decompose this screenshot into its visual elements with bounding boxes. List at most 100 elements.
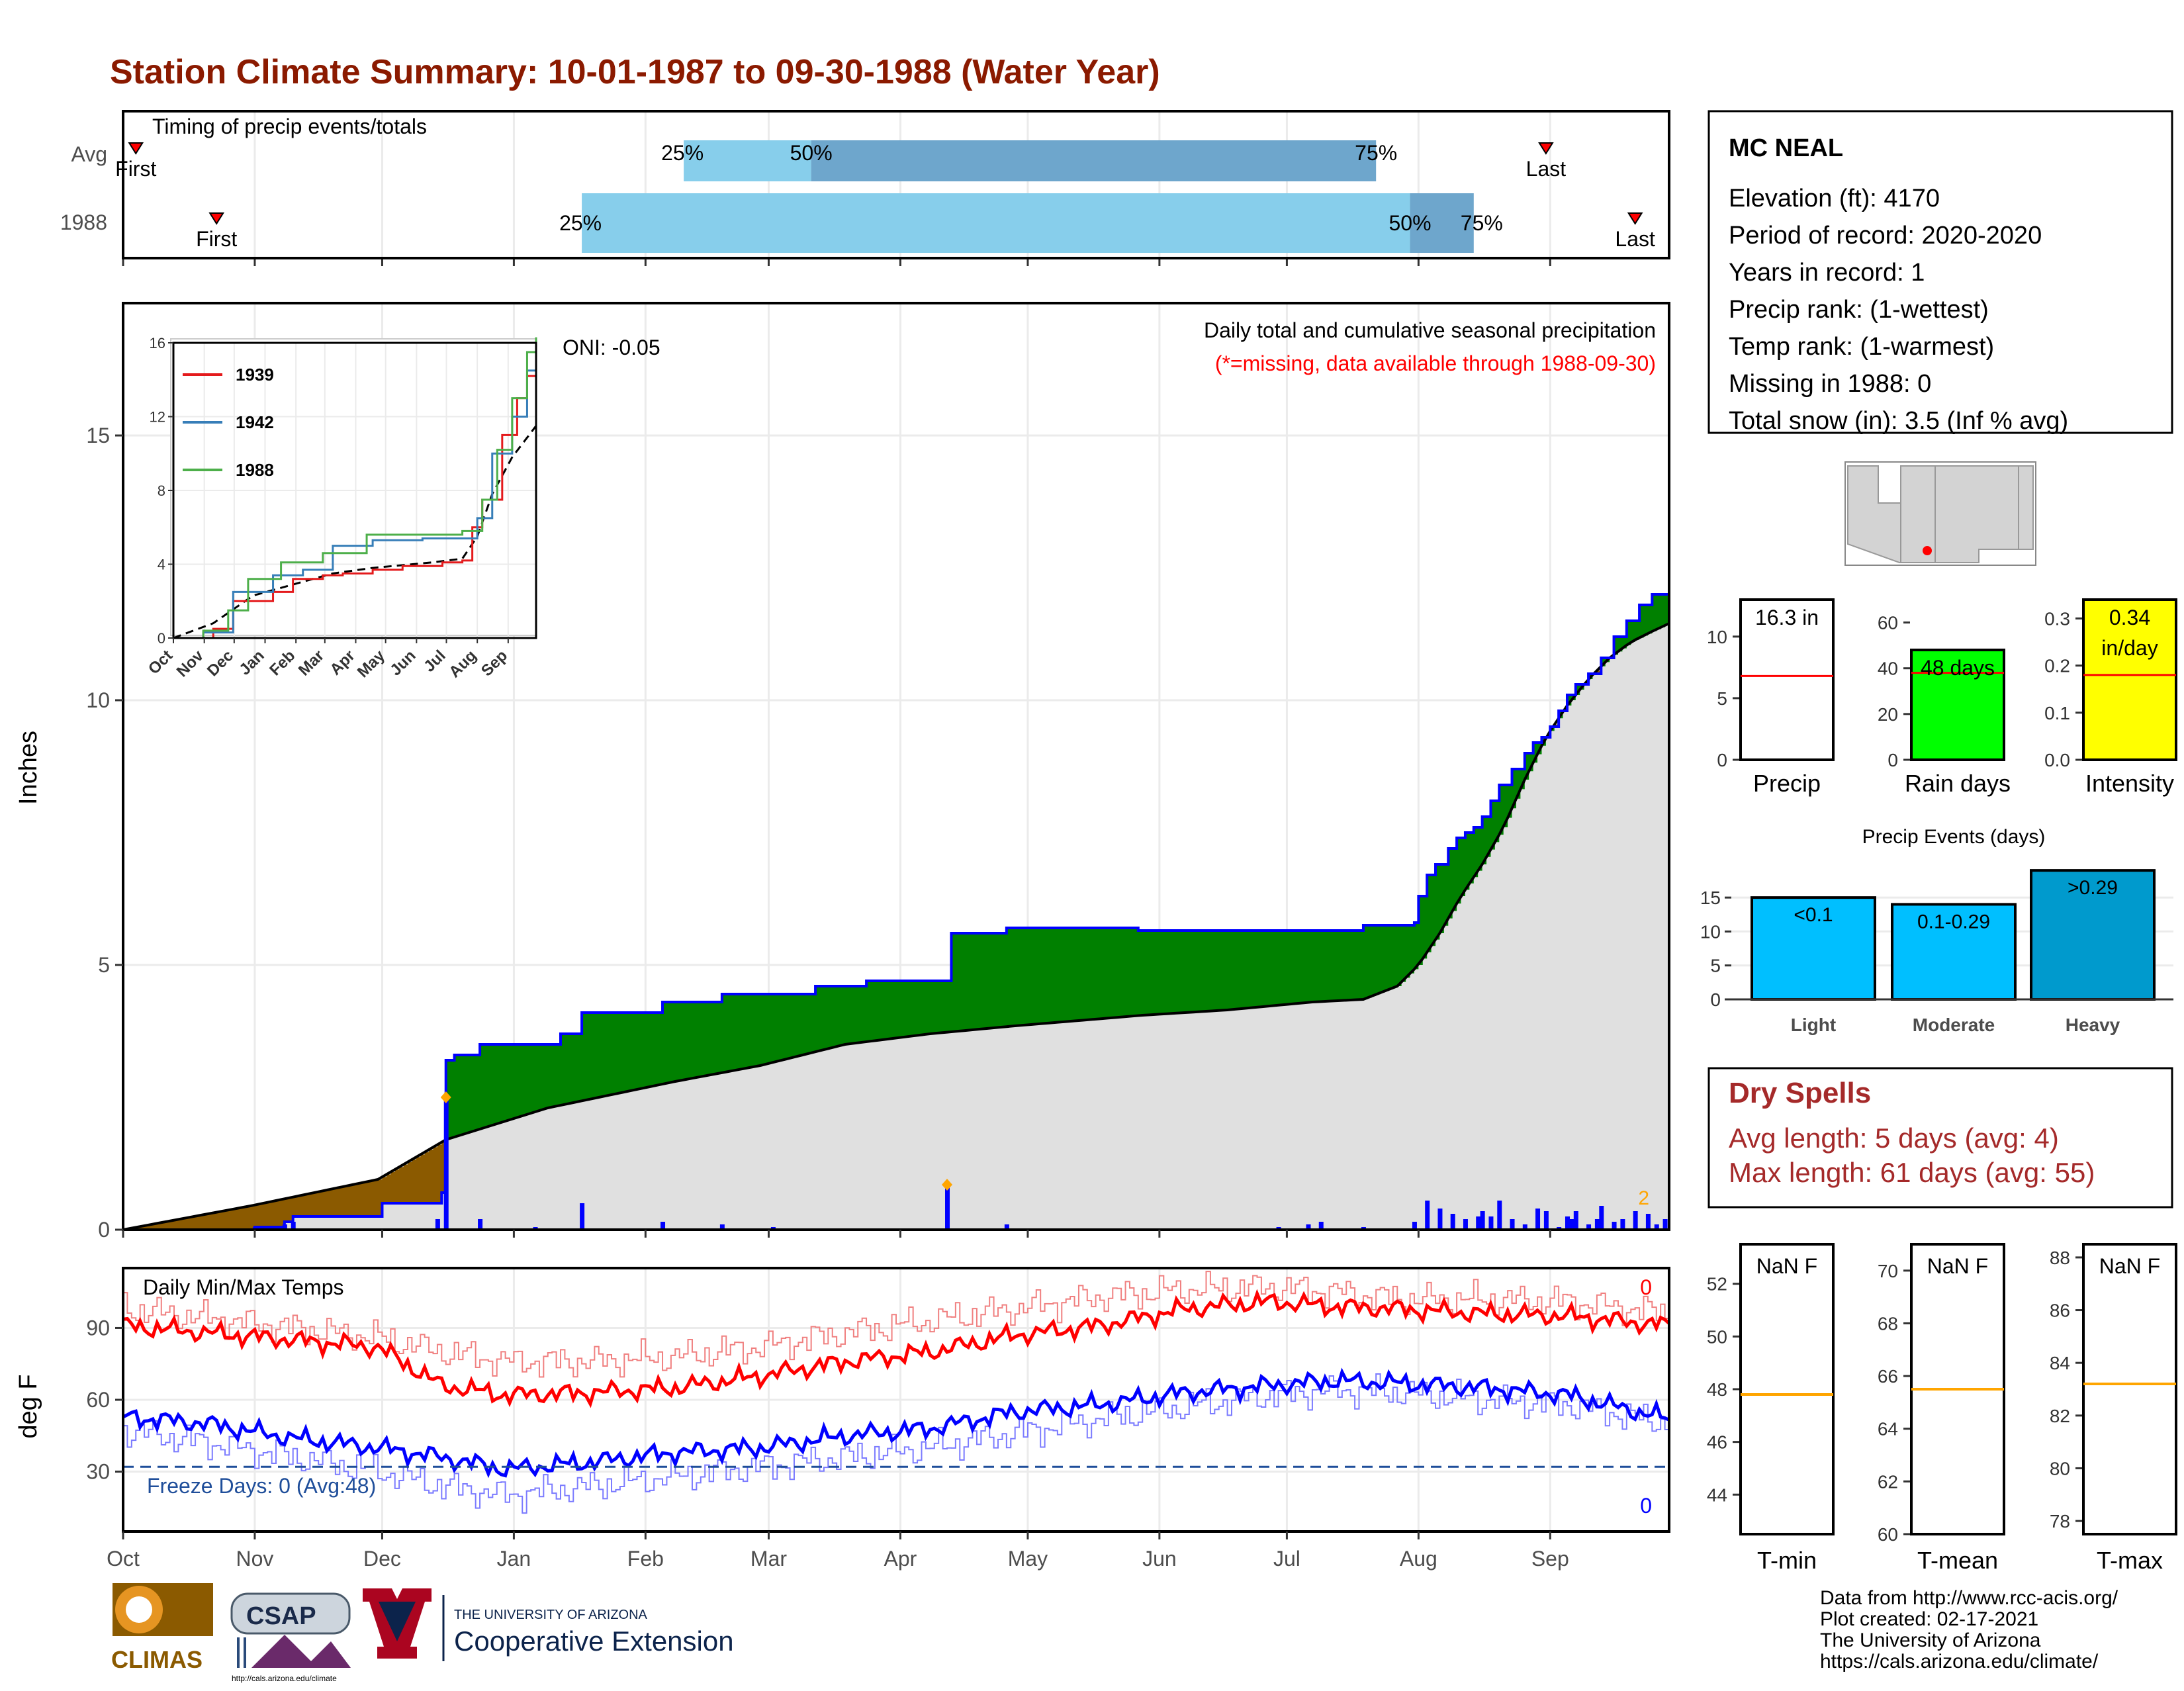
dry-spells-title: Dry Spells <box>1729 1077 1871 1109</box>
temp-label-2: T-max <box>2097 1547 2163 1574</box>
summary-y-tick-label: 0 <box>1888 750 1898 770</box>
climas-logo-text: CLIMAS <box>111 1646 203 1673</box>
daily-precip-bar <box>1620 1219 1625 1230</box>
timing-last-marker <box>1627 212 1643 225</box>
summary-y-tick-label: 5 <box>1717 688 1727 709</box>
events-bar-2 <box>2030 869 2156 1001</box>
daily-precip-bar <box>435 1219 440 1230</box>
timing-last-label: Last <box>1615 227 1655 251</box>
precip-y-tick-label: 15 <box>86 424 110 447</box>
summary-value-label-2: 0.34 <box>2109 606 2150 629</box>
inset-series-1988 <box>173 337 537 639</box>
temp-y-tick-label: 50 <box>1707 1326 1727 1347</box>
inset-y-tick-label: 8 <box>158 482 165 499</box>
timing-first-marker <box>128 142 144 155</box>
timing-p50-label: 50% <box>790 141 833 165</box>
daily-precip-bar <box>719 1224 725 1230</box>
temp-y-tick-label: 52 <box>1707 1274 1727 1295</box>
dry-max-length: Max length: 61 days (avg: 55) <box>1729 1157 2095 1188</box>
temp-y-tick-label: 88 <box>2050 1248 2070 1268</box>
daily-precip-bar <box>1569 1219 1574 1230</box>
temp-y-tick-label: 68 <box>1878 1313 1898 1334</box>
events-y-tick-label: 10 <box>1700 921 1721 942</box>
timing-bar-q2-yr <box>1410 193 1474 253</box>
credits: Data from http://www.rcc-acis.org/Plot c… <box>1820 1587 2118 1672</box>
timing-p75-label: 75% <box>1461 211 1503 235</box>
daily-precip-bar <box>1612 1222 1617 1230</box>
daily-precip-bar <box>1497 1201 1502 1230</box>
timing-bar-q2-avg <box>811 140 1377 181</box>
summary-y-tick-label: 60 <box>1878 613 1898 633</box>
summary-y-tick-label: 0.3 <box>2044 608 2070 629</box>
summary-y-tick-label: 0.1 <box>2044 703 2070 723</box>
station-info-line: Period of record: 2020-2020 <box>1729 222 2042 250</box>
month-tick-label: Dec <box>363 1547 401 1571</box>
temp-y-tick-label: 62 <box>1878 1471 1898 1492</box>
tmax-year-line <box>122 1289 1670 1408</box>
daily-precip-bar <box>1306 1224 1311 1230</box>
month-tick-label: Apr <box>884 1547 917 1571</box>
daily-precip-bar <box>1565 1216 1570 1230</box>
year-cumulative-line <box>123 578 1670 1231</box>
temp-value-0: NaN F <box>1756 1254 1817 1278</box>
temp-value-2: NaN F <box>2099 1254 2160 1278</box>
temp-y-tick-label: 46 <box>1707 1432 1727 1453</box>
temp-y-tick-label: 64 <box>1878 1419 1898 1440</box>
timing-first-marker <box>208 212 224 225</box>
events-category-2: Heavy <box>2066 1015 2120 1035</box>
precip-y-label: Inches <box>15 731 42 805</box>
temp-y-tick-label: 80 <box>2050 1458 2070 1479</box>
temp-summary-boxes: NaN F 44 46 48 50 52 T-min NaN F 60 62 64 66 68 70 T-m… <box>1707 1243 2177 1574</box>
credit-line: https://cals.arizona.edu/climate/ <box>1820 1651 2099 1672</box>
inset-y-tick-label: 4 <box>158 557 165 573</box>
month-tick-label: Feb <box>627 1547 664 1571</box>
summary-y-tick-label: 0.0 <box>2044 750 2070 770</box>
timing-row-avg: Avg <box>71 142 107 166</box>
inset-y-tick-label: 0 <box>158 630 165 647</box>
temp-y-tick-label: 82 <box>2050 1406 2070 1426</box>
station-info-line: Total snow (in): 3.5 (Inf % avg) <box>1729 407 2068 435</box>
month-tick-label: May <box>1008 1547 1048 1571</box>
locator-map <box>1844 461 2036 566</box>
credit-line: Plot created: 02-17-2021 <box>1820 1608 2038 1630</box>
daily-precip-bar <box>443 1097 449 1230</box>
summary-bars: 16.3 in 0 5 10 Precip 48 days 0 20 40 60 Rain days… <box>1707 598 2177 797</box>
timing-last-label: Last <box>1526 157 1567 181</box>
events-category-0: Light <box>1791 1015 1836 1035</box>
summary-y-tick-label: 10 <box>1707 627 1727 647</box>
csap-logo-text: CSAP <box>246 1602 316 1630</box>
daily-precip-bar <box>1425 1201 1430 1230</box>
station-info-line: Temp rank: (1-warmest) <box>1729 333 1994 361</box>
precip-frame <box>122 302 1670 1231</box>
temps-title: Daily Min/Max Temps <box>143 1275 343 1299</box>
inset-legend-label-1988: 1988 <box>236 460 274 480</box>
month-tick-label: Jan <box>497 1547 531 1571</box>
timing-p50-label: 50% <box>1389 211 1432 235</box>
summary-value-label-1: 48 days <box>1921 656 1995 680</box>
daily-precip-bar <box>1318 1222 1324 1230</box>
timing-first-label: First <box>196 227 237 251</box>
daily-precip-bar <box>1450 1214 1455 1230</box>
climas-logo: CLIMAS <box>111 1583 213 1673</box>
temp-value-1: NaN F <box>1927 1254 1988 1278</box>
precip-label-main: Daily total and cumulative seasonal prec… <box>1204 318 1656 342</box>
station-info-line: Precip rank: (1-wettest) <box>1729 296 1989 324</box>
events-y-tick-label: 15 <box>1700 888 1721 908</box>
precip-events-chart: Precip Events (days) <0.1 Light 0.1-0.29 Mo… <box>1700 826 2173 1035</box>
inset-legend-label-1942: 1942 <box>236 412 274 432</box>
daily-precip-bar <box>1488 1216 1494 1230</box>
temp-y-tick-label: 66 <box>1878 1366 1898 1387</box>
tmin-year-line <box>122 1367 1670 1479</box>
station-info-line: Missing in 1988: 0 <box>1729 370 1931 398</box>
inset-legend-label-1939: 1939 <box>236 365 274 385</box>
temps-panel: 30 60 90 deg F Daily Min/Max Temps Freeze … <box>15 1267 1670 1571</box>
daily-precip-bar <box>1510 1219 1515 1230</box>
avg-cumulative-line <box>122 622 1670 1231</box>
timing-bar-q1-avg <box>684 140 811 181</box>
daily-precip-bar <box>1543 1211 1549 1230</box>
precip-y-tick-label: 5 <box>98 953 110 977</box>
summary-bar-0 <box>1739 598 1835 761</box>
precip-y-tick-label: 10 <box>86 688 110 712</box>
daily-precip-bar <box>1633 1211 1638 1230</box>
summary-y-tick-label: 40 <box>1878 659 1898 679</box>
